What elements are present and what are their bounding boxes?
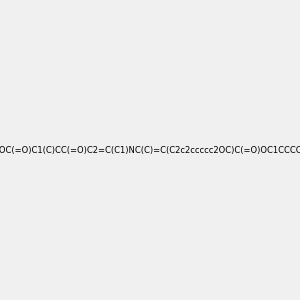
Text: COC(=O)C1(C)CC(=O)C2=C(C1)NC(C)=C(C2c2ccccc2OC)C(=O)OC1CCCC1: COC(=O)C1(C)CC(=O)C2=C(C1)NC(C)=C(C2c2cc… [0, 146, 300, 154]
